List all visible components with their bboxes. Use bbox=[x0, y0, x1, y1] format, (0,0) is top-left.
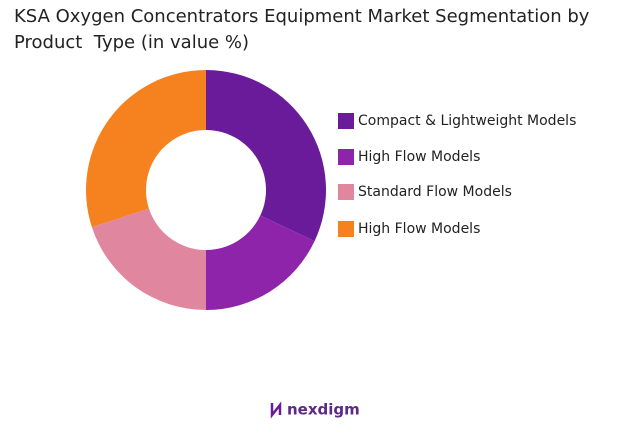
legend-label: Compact & Lightweight Models bbox=[358, 113, 576, 129]
slice bbox=[206, 215, 315, 310]
legend-label: Standard Flow Models bbox=[358, 184, 512, 200]
logo-icon bbox=[270, 401, 282, 419]
chart-title: KSA Oxygen Concentrators Equipment Marke… bbox=[14, 6, 596, 53]
legend-label: High Flow Models bbox=[358, 149, 480, 165]
slice bbox=[206, 70, 326, 242]
logo-text: nexdigm bbox=[287, 401, 360, 419]
legend-swatch bbox=[338, 149, 354, 165]
legend-swatch bbox=[338, 113, 354, 129]
legend-swatch bbox=[338, 221, 354, 237]
logo: nexdigm bbox=[270, 401, 360, 419]
slice bbox=[91, 208, 206, 310]
legend-swatch bbox=[338, 184, 354, 200]
legend-label: High Flow Models bbox=[358, 221, 480, 237]
slice bbox=[85, 70, 206, 228]
